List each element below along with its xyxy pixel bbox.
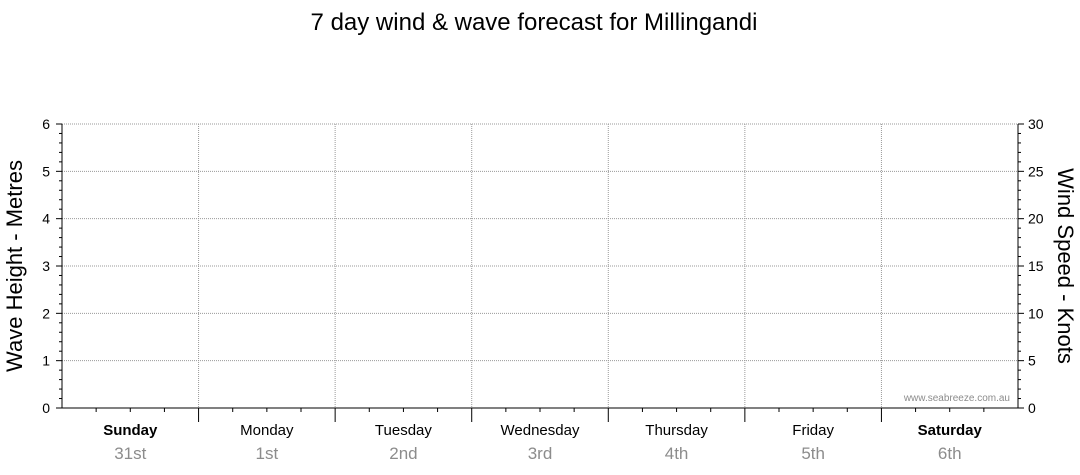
day-label: Saturday: [918, 422, 983, 439]
right-tick-label: 10: [1028, 305, 1044, 321]
day-label: Thursday: [645, 422, 708, 439]
right-tick-label: 25: [1028, 163, 1044, 179]
chart-title: 7 day wind & wave forecast for Millingan…: [311, 9, 758, 36]
left-tick-label: 2: [42, 305, 50, 321]
date-label: 6th: [938, 444, 962, 463]
left-tick-label: 4: [42, 211, 50, 227]
date-label: 4th: [665, 444, 689, 463]
left-tick-label: 0: [42, 400, 50, 416]
left-tick-label: 5: [42, 163, 50, 179]
date-label: 2nd: [389, 444, 417, 463]
date-label: 5th: [801, 444, 825, 463]
right-tick-label: 30: [1028, 116, 1044, 132]
day-label: Monday: [240, 422, 294, 439]
right-tick-label: 15: [1028, 258, 1044, 274]
left-tick-label: 3: [42, 258, 50, 274]
day-label: Sunday: [103, 422, 158, 439]
day-label: Friday: [792, 422, 834, 439]
axis-labels: 0 1 2 3 4 5 6 0 5 10 15 20 25 30 Sunday 31st Monday 1st Tu…: [42, 116, 1044, 463]
right-tick-label: 20: [1028, 211, 1044, 227]
grid: [62, 123, 1018, 408]
day-label: Wednesday: [501, 422, 580, 439]
left-tick-label: 6: [42, 116, 50, 132]
right-axis-title: Wind Speed - Knots: [1053, 168, 1078, 364]
date-label: 31st: [114, 444, 146, 463]
date-label: 3rd: [528, 444, 553, 463]
watermark: www.seabreeze.com.au: [903, 393, 1010, 404]
left-tick-label: 1: [42, 353, 50, 369]
date-label: 1st: [256, 444, 279, 463]
right-tick-label: 0: [1028, 400, 1036, 416]
day-label: Tuesday: [375, 422, 432, 439]
left-axis-title: Wave Height - Metres: [2, 160, 27, 372]
axes: [56, 123, 1024, 422]
right-tick-label: 5: [1028, 353, 1036, 369]
